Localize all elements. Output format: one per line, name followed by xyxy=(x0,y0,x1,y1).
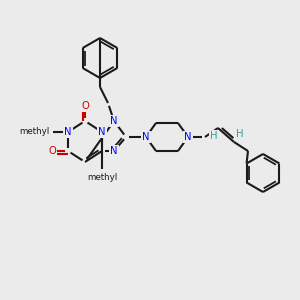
Text: N: N xyxy=(98,127,106,137)
Text: O: O xyxy=(81,101,89,111)
Text: N: N xyxy=(110,116,118,126)
Text: methyl: methyl xyxy=(87,173,117,182)
Text: H: H xyxy=(236,129,244,139)
Text: N: N xyxy=(142,132,150,142)
Text: O: O xyxy=(48,146,56,156)
Text: N: N xyxy=(184,132,192,142)
Text: methyl: methyl xyxy=(19,128,49,136)
Text: H: H xyxy=(210,131,218,141)
Text: N: N xyxy=(110,146,118,156)
Text: N: N xyxy=(64,127,72,137)
